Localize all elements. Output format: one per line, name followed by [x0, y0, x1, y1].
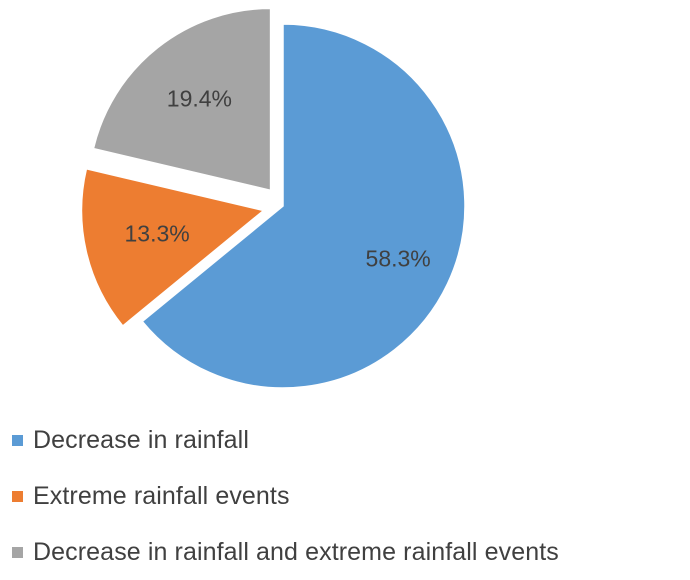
legend-item-decrease-in-rainfall: Decrease in rainfall — [12, 412, 682, 468]
legend-swatch-decrease-and-extreme — [12, 546, 23, 558]
pie-slice-extreme-rainfall-events — [80, 167, 266, 328]
legend-label-extreme-rainfall-events: Extreme rainfall events — [33, 481, 290, 510]
data-label-decrease-in-rainfall-and-extreme-rainfall-events: 19.4% — [167, 86, 232, 112]
legend-label-decrease-in-rainfall: Decrease in rainfall — [33, 425, 249, 454]
legend-swatch-decrease-in-rainfall — [12, 434, 23, 446]
pie-slice-decrease-in-rainfall — [141, 23, 466, 389]
legend-label-decrease-and-extreme: Decrease in rainfall and extreme rainfal… — [33, 537, 559, 566]
pie-chart: 58.3% 13.3% 19.4% — [80, 7, 466, 389]
legend-item-extreme-rainfall-events: Extreme rainfall events — [12, 468, 682, 524]
legend-swatch-extreme-rainfall-events — [12, 490, 23, 502]
pie-slice-decrease-in-rainfall-and-extreme-rainfall-events — [92, 7, 272, 192]
data-label-decrease-in-rainfall: 58.3% — [366, 246, 431, 272]
data-label-extreme-rainfall-events: 13.3% — [125, 220, 190, 246]
chart-legend: Decrease in rainfall Extreme rainfall ev… — [12, 412, 682, 580]
legend-item-decrease-and-extreme: Decrease in rainfall and extreme rainfal… — [12, 524, 682, 580]
